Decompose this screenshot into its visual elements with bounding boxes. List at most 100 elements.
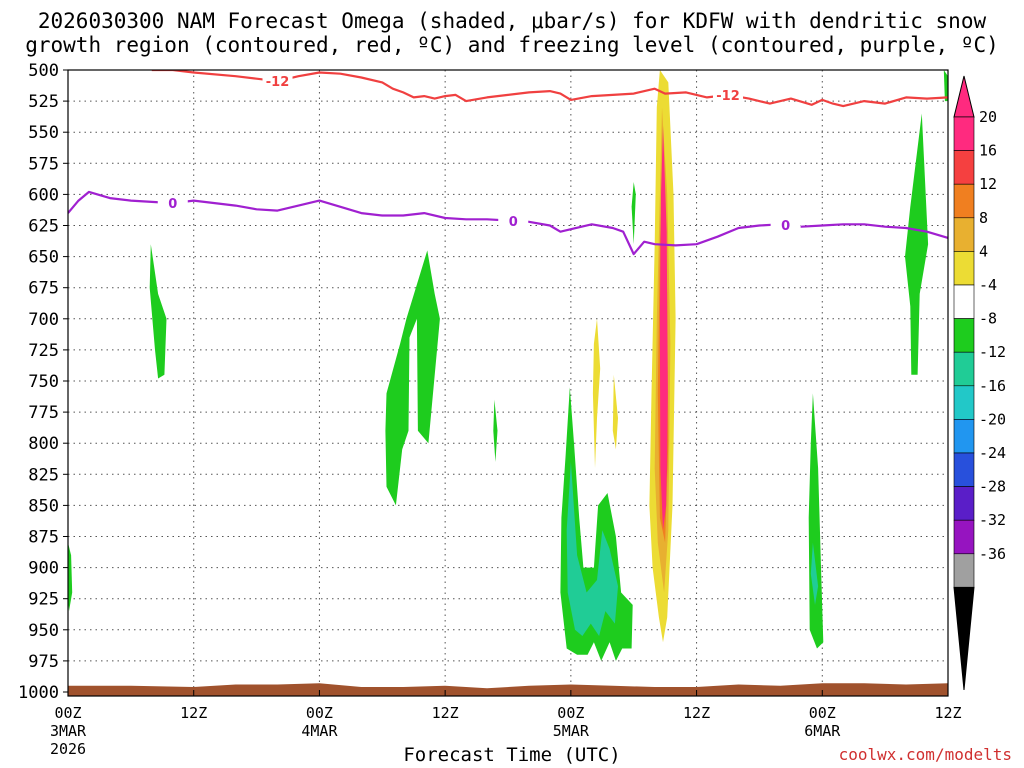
surface-band <box>68 683 948 696</box>
y-tick-label: 625 <box>28 217 59 237</box>
colorbar-segment <box>953 452 975 487</box>
y-tick-label: 975 <box>28 652 59 672</box>
y-tick-label: 700 <box>28 310 59 330</box>
colorbar: 20 16 12 8 4 -4 -8 -12 -16 -20 -24 -28 -32 -36 <box>953 75 1006 691</box>
y-tick-label: 775 <box>28 403 59 423</box>
colorbar-segment <box>953 385 975 420</box>
surface-fill <box>68 683 948 696</box>
omega-region <box>943 70 948 102</box>
colorbar-bottom-arrow <box>953 586 975 691</box>
y-tick-label: 525 <box>28 92 59 112</box>
y-tick-label: 575 <box>28 154 59 174</box>
plot-grid <box>68 70 948 696</box>
x-tick-label: 00Z <box>306 704 333 722</box>
x-tick-label: 00Z <box>809 704 836 722</box>
plot-frame <box>67 69 949 697</box>
colorbar-tick-label: 12 <box>979 175 997 193</box>
omega-region <box>68 542 73 612</box>
colorbar-segment <box>953 251 975 286</box>
contour-label-bg <box>498 212 529 229</box>
omega-region <box>385 250 440 506</box>
contour-label-bg <box>157 195 188 212</box>
colorbar-tick-label: -16 <box>979 377 1006 395</box>
colorbar-tick-label: -32 <box>979 511 1006 529</box>
y-tick-label: 875 <box>28 528 59 548</box>
colorbar-segment <box>953 351 975 387</box>
y-tick-label: 950 <box>28 621 59 641</box>
colorbar-tick-label: 16 <box>979 142 997 160</box>
omega-region <box>631 182 636 245</box>
colorbar-segment <box>953 318 975 353</box>
y-axis: 500 525 550 575 600 625 650 675 700 725 750 775 800 8… <box>18 61 68 703</box>
x-tick-date: 4MAR <box>301 722 338 740</box>
colorbar-tick-label: 4 <box>979 242 988 260</box>
omega-region <box>566 461 618 636</box>
omega-region <box>808 393 824 649</box>
colorbar-tick-label: -24 <box>979 444 1006 462</box>
omega-region <box>905 113 929 375</box>
colorbar-segment <box>953 217 975 252</box>
x-tick-label: 12Z <box>432 704 459 722</box>
y-tick-label: 600 <box>28 185 59 205</box>
omega-region <box>493 399 498 462</box>
contour-label-bg <box>262 73 293 90</box>
omega-region <box>810 542 819 605</box>
y-tick-label: 725 <box>28 341 59 361</box>
colorbar-segment <box>953 284 975 319</box>
contour-line <box>151 70 948 108</box>
x-tick-date: 6MAR <box>804 722 841 740</box>
y-tick-label: 1000 <box>18 683 59 703</box>
x-tick-date: 3MAR <box>50 722 87 740</box>
colorbar-segment <box>953 116 975 151</box>
y-tick-label: 750 <box>28 372 59 392</box>
colorbar-top-arrow <box>953 75 975 118</box>
y-tick-label: 925 <box>28 590 59 610</box>
y-tick-label: 800 <box>28 434 59 454</box>
x-tick-year: 2026 <box>50 740 86 758</box>
omega-shaded-regions <box>68 70 948 661</box>
contour-labels: -12 -12 0 0 0 <box>157 73 801 234</box>
y-tick-label: 500 <box>28 61 59 81</box>
x-tick-label: 12Z <box>683 704 710 722</box>
colorbar-tick-label: -36 <box>979 545 1006 563</box>
omega-region <box>659 126 668 531</box>
contour-label: -12 <box>716 89 740 104</box>
colorbar-tick-label: -12 <box>979 343 1006 361</box>
contour-label: -12 <box>266 75 290 90</box>
colorbar-tick-label: 20 <box>979 108 997 126</box>
contour-label: 0 <box>509 215 518 230</box>
colorbar-segment <box>953 519 975 555</box>
omega-region <box>149 244 167 379</box>
contour-label: 0 <box>781 219 790 234</box>
colorbar-tick-label: -28 <box>979 478 1006 496</box>
omega-region <box>612 374 618 450</box>
contour-label-bg <box>713 86 743 103</box>
y-tick-label: 900 <box>28 559 59 579</box>
contour-label-bg <box>770 216 801 233</box>
chart-title-line-2: growth region (contoured, red, ºC) and f… <box>25 33 999 57</box>
colorbar-segment <box>953 553 975 588</box>
x-tick-label: 12Z <box>180 704 207 722</box>
colorbar-segment <box>953 486 975 521</box>
y-tick-label: 825 <box>28 465 59 485</box>
y-tick-label: 850 <box>28 496 59 516</box>
colorbar-tick-label: -4 <box>979 276 997 294</box>
colorbar-segment <box>953 150 975 185</box>
y-tick-label: 650 <box>28 248 59 268</box>
credit-text: coolwx.com/modelts <box>838 745 1012 764</box>
y-tick-label: 550 <box>28 123 59 143</box>
x-tick-label: 12Z <box>934 704 961 722</box>
colorbar-segment <box>953 419 975 454</box>
y-tick-label: 675 <box>28 279 59 299</box>
x-tick-label: 00Z <box>54 704 81 722</box>
omega-region <box>592 318 601 469</box>
chart-title-line-1: 2026030300 NAM Forecast Omega (shaded, μ… <box>37 9 987 33</box>
colorbar-tick-label: -20 <box>979 410 1006 428</box>
x-tick-label: 00Z <box>557 704 584 722</box>
colorbar-tick-label: -8 <box>979 310 997 328</box>
colorbar-segment <box>953 183 975 219</box>
colorbar-tick-label: 8 <box>979 209 988 227</box>
x-axis-label: Forecast Time (UTC) <box>403 744 621 766</box>
contour-label: 0 <box>168 197 177 212</box>
